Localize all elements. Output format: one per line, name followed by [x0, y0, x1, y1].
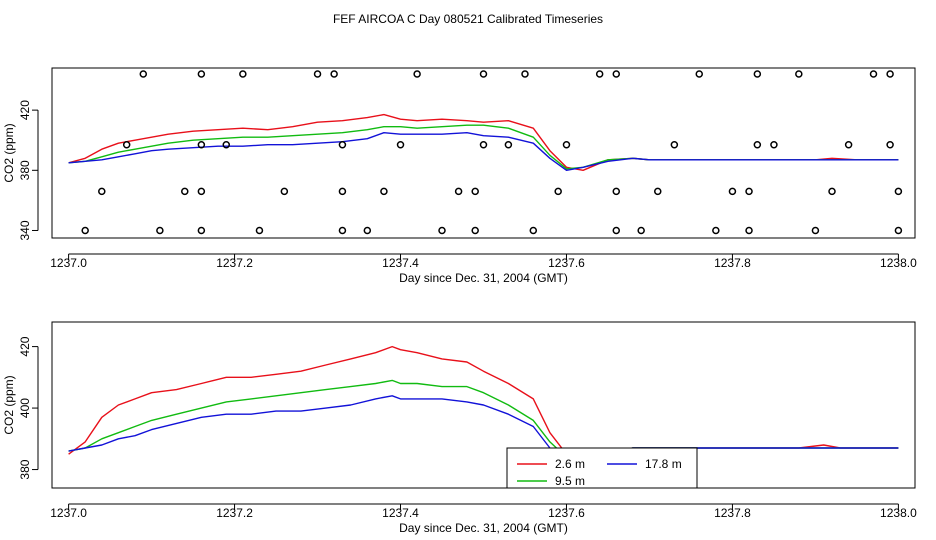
calibration-point: [197, 187, 206, 196]
calibration-point: [139, 70, 148, 78]
calibration-point: [197, 140, 206, 149]
calibration-point: [886, 70, 894, 78]
x-tick-label: 1237.2: [216, 256, 253, 270]
calibration-point: [280, 187, 289, 196]
legend-label: 17.8 m: [645, 457, 682, 471]
calibration-point: [504, 140, 513, 149]
calibration-point: [828, 187, 836, 196]
calibration-point: [795, 70, 803, 78]
calibration-point: [479, 140, 488, 149]
x-tick-label: 1238.0: [880, 256, 917, 270]
series-line-2-6-m: [68, 345, 899, 458]
calibration-point: [222, 140, 231, 149]
calibration-point: [595, 70, 604, 78]
legend-label: 2.6 m: [555, 457, 585, 471]
calibration-point: [728, 187, 737, 196]
x-axis-label: Day since Dec. 31, 2004 (GMT): [399, 521, 568, 535]
x-tick-label: 1237.4: [382, 506, 419, 520]
series-line-17-8-m: [68, 395, 899, 465]
calibration-point: [197, 226, 206, 235]
legend-label: 9.5 m: [555, 474, 585, 488]
calibration-point: [330, 70, 338, 78]
y-tick-label: 380: [18, 459, 32, 479]
calibration-point: [313, 70, 322, 78]
calibration-point: [338, 226, 347, 235]
y-tick-label: 380: [18, 160, 32, 180]
y-tick-label: 340: [18, 220, 32, 240]
calibration-point: [869, 70, 878, 78]
calibration-point: [745, 226, 753, 235]
calibration-point: [81, 226, 89, 235]
calibration-point: [479, 70, 488, 78]
calibration-point: [637, 226, 645, 235]
calibration-point: [712, 226, 720, 235]
plot-frame: [51, 321, 916, 489]
calibration-point: [753, 140, 762, 149]
y-tick-label: 420: [18, 336, 32, 356]
calibration-point: [521, 70, 529, 78]
data-layer: [68, 345, 899, 465]
calibration-point: [670, 140, 679, 149]
calibration-point: [363, 226, 372, 235]
calibration-point: [338, 187, 347, 196]
calibration-point: [770, 140, 778, 149]
data-layer: [68, 70, 903, 235]
y-tick-label: 400: [18, 398, 32, 418]
x-tick-label: 1237.6: [548, 256, 585, 270]
calibration-point: [413, 70, 421, 78]
calibration-point: [156, 226, 164, 235]
calibration-point: [554, 187, 562, 196]
figure-title: FEF AIRCOA C Day 080521 Calibrated Times…: [333, 12, 603, 26]
calibration-point: [612, 70, 621, 78]
calibration-point: [338, 140, 347, 149]
calibration-point: [396, 140, 405, 149]
calibration-point: [255, 226, 264, 235]
y-axis-label: CO2 (ppm): [2, 123, 16, 182]
x-tick-label: 1237.4: [382, 256, 419, 270]
calibration-point: [753, 70, 762, 78]
calibration-point: [811, 226, 820, 235]
calibration-point: [471, 187, 479, 196]
x-axis-label: Day since Dec. 31, 2004 (GMT): [399, 271, 568, 285]
calibration-point: [181, 187, 189, 196]
calibration-point: [197, 70, 206, 78]
x-tick-label: 1238.0: [880, 506, 917, 520]
series-line-17-8-m: [68, 131, 899, 172]
calibration-point: [612, 226, 621, 235]
x-tick-label: 1237.8: [714, 506, 751, 520]
plot-frame: [51, 67, 916, 239]
calibration-point: [612, 187, 621, 196]
x-tick-label: 1237.2: [216, 506, 253, 520]
y-tick-label: 420: [18, 100, 32, 120]
calibration-point: [654, 187, 662, 196]
x-tick-label: 1237.8: [714, 256, 751, 270]
panel-bottom: 1237.0 1237.2 1237.4 1237.6 1237.8 1238.0 Day …: [2, 321, 917, 535]
calibration-point: [471, 226, 479, 235]
x-tick-label: 1237.0: [50, 256, 87, 270]
calibration-point: [745, 187, 753, 196]
calibration-point: [529, 226, 538, 235]
calibration-point: [844, 140, 853, 149]
y-axis-label: CO2 (ppm): [2, 375, 16, 434]
calibration-point: [894, 187, 903, 196]
calibration-point: [454, 187, 463, 196]
calibration-point: [695, 70, 703, 78]
calibration-point: [98, 187, 106, 196]
x-tick-label: 1237.0: [50, 506, 87, 520]
panel-top: 1237.0 1237.2 1237.4 1237.6 1237.8 1238.0 Day …: [2, 67, 917, 285]
x-tick-label: 1237.6: [548, 506, 585, 520]
calibration-point: [562, 140, 571, 149]
calibration-point: [894, 226, 903, 235]
calibration-point: [380, 187, 388, 196]
calibration-point: [438, 226, 446, 235]
calibration-point: [122, 140, 131, 149]
calibration-point: [239, 70, 247, 78]
calibration-point: [886, 140, 894, 149]
